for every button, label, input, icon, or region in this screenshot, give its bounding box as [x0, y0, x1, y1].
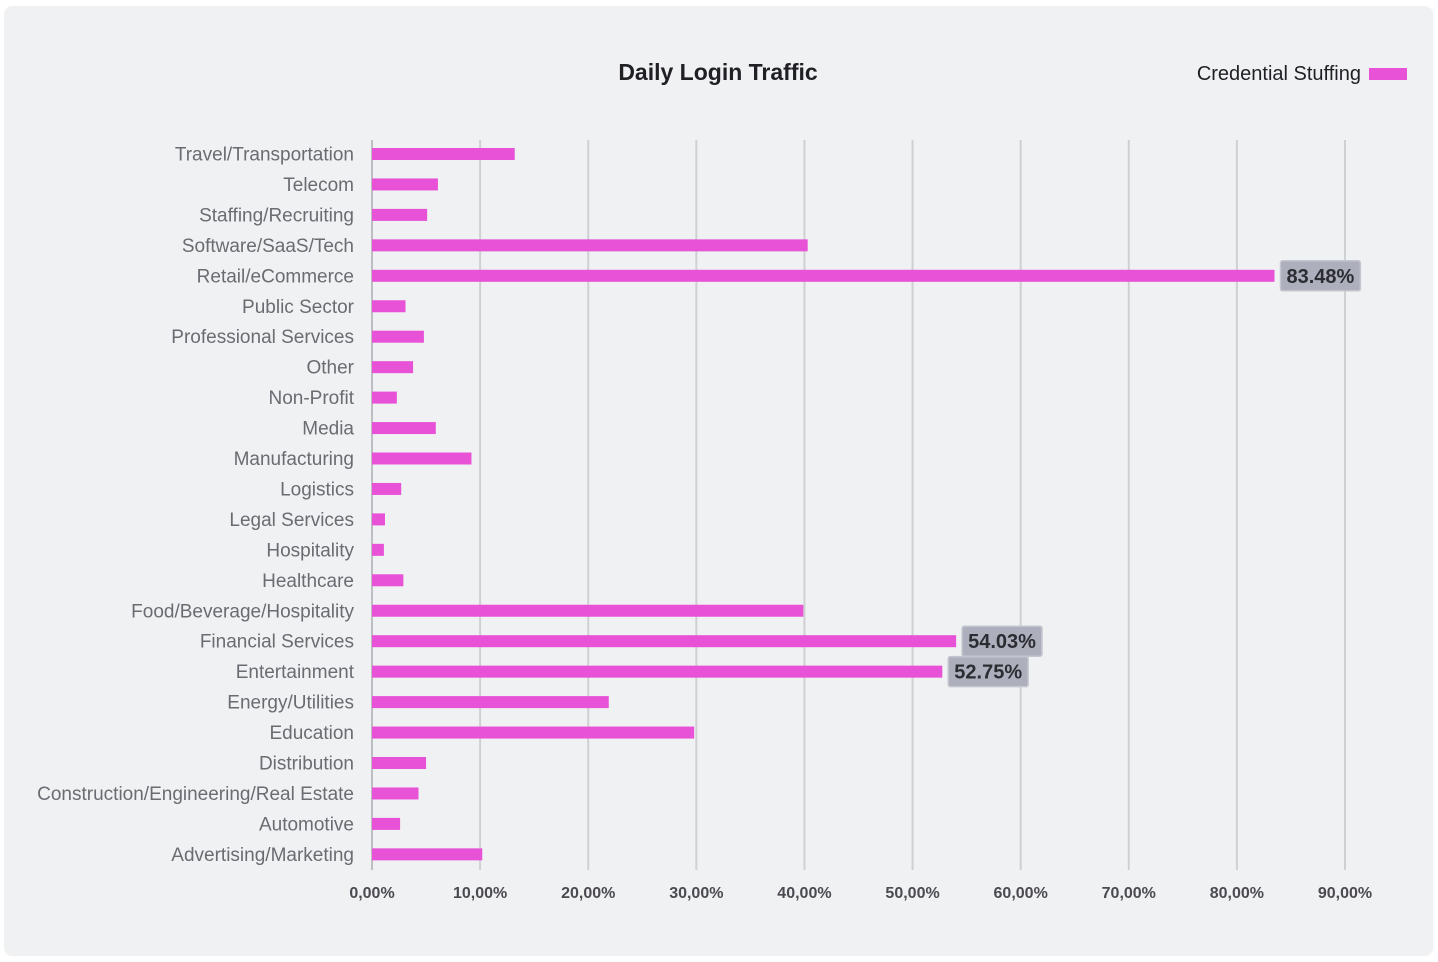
- category-label: Media: [302, 419, 354, 440]
- category-label: Logistics: [280, 479, 354, 500]
- chart-title: Daily Login Traffic: [618, 59, 818, 85]
- data-label: 83.48%: [1279, 260, 1362, 292]
- bar: [372, 817, 401, 830]
- data-label-background: [947, 655, 1029, 688]
- data-label-text: 52.75%: [954, 662, 1022, 684]
- bar: [372, 482, 402, 495]
- category-label: Distribution: [259, 754, 354, 775]
- category-label: Retail/eCommerce: [197, 266, 354, 287]
- data-label-background: [1279, 260, 1362, 292]
- data-labels: 83.48% 54.03% 52.75%: [947, 260, 1362, 688]
- data-label-text: 83.48%: [1287, 266, 1355, 288]
- bar: [372, 330, 424, 343]
- x-tick-label: 80,00%: [1210, 885, 1264, 902]
- data-label: 52.75%: [947, 655, 1029, 688]
- category-label: Construction/Engineering/Real Estate: [37, 784, 354, 805]
- bar: [372, 300, 406, 313]
- bar: [372, 757, 427, 769]
- bar: [372, 361, 414, 374]
- category-label: Legal Services: [229, 510, 354, 531]
- category-label: Advertising/Marketing: [171, 845, 354, 866]
- bar: [372, 787, 419, 800]
- category-label: Other: [306, 358, 354, 379]
- bar: [372, 574, 404, 587]
- x-tick-label: 0,00%: [349, 885, 394, 902]
- x-tick-label: 10,00%: [453, 885, 507, 902]
- bar: [372, 543, 384, 556]
- category-label: Healthcare: [262, 571, 354, 592]
- category-label: Entertainment: [236, 662, 355, 683]
- bar: [372, 726, 695, 739]
- gridlines: [371, 140, 1346, 870]
- bar: [372, 696, 609, 709]
- category-label: Public Sector: [242, 297, 355, 318]
- x-tick-label: 40,00%: [777, 885, 831, 902]
- category-label: Travel/Transportation: [175, 145, 354, 166]
- bar: [372, 452, 472, 465]
- bars: [372, 148, 1275, 861]
- bar: [372, 513, 385, 526]
- data-label-text: 54.03%: [968, 631, 1036, 653]
- category-label: Staffing/Recruiting: [199, 205, 354, 226]
- legend: Credential Stuffing: [1197, 63, 1407, 85]
- x-tick-label: 60,00%: [994, 885, 1048, 902]
- x-tick-labels: 0,00% 10,00% 20,00% 30,00% 40,00% 50,00% 60,00…: [349, 885, 1372, 902]
- category-label: Software/SaaS/Tech: [182, 236, 354, 257]
- data-label: 54.03%: [961, 625, 1043, 657]
- bar: [372, 239, 808, 252]
- chart-panel: [4, 6, 1433, 956]
- bar: [372, 604, 804, 617]
- category-labels: Travel/Transportation Telecom Staffing/Rec…: [37, 145, 355, 866]
- bar: [372, 665, 943, 678]
- x-tick-label: 20,00%: [561, 885, 615, 902]
- category-label: Professional Services: [171, 327, 354, 348]
- category-label: Non-Profit: [268, 388, 354, 409]
- category-label: Telecom: [283, 175, 354, 196]
- x-tick-label: 70,00%: [1102, 885, 1156, 902]
- bar: [372, 391, 397, 404]
- x-tick-label: 30,00%: [669, 885, 723, 902]
- bar: [372, 635, 957, 648]
- bar: [372, 848, 483, 861]
- category-label: Financial Services: [200, 632, 354, 653]
- bar: [372, 148, 515, 160]
- category-label: Hospitality: [266, 540, 354, 561]
- bar: [372, 422, 436, 435]
- category-label: Manufacturing: [234, 449, 354, 470]
- bar: [372, 208, 428, 221]
- x-tick-label: 90,00%: [1318, 885, 1372, 902]
- bar: [372, 178, 438, 191]
- x-tick-label: 50,00%: [885, 885, 939, 902]
- category-label: Energy/Utilities: [227, 693, 354, 714]
- category-label: Automotive: [259, 814, 354, 835]
- category-label: Food/Beverage/Hospitality: [131, 601, 354, 622]
- category-label: Education: [269, 723, 354, 744]
- bar: [372, 269, 1275, 282]
- legend-swatch: [1369, 68, 1407, 80]
- legend-label: Credential Stuffing: [1197, 63, 1361, 85]
